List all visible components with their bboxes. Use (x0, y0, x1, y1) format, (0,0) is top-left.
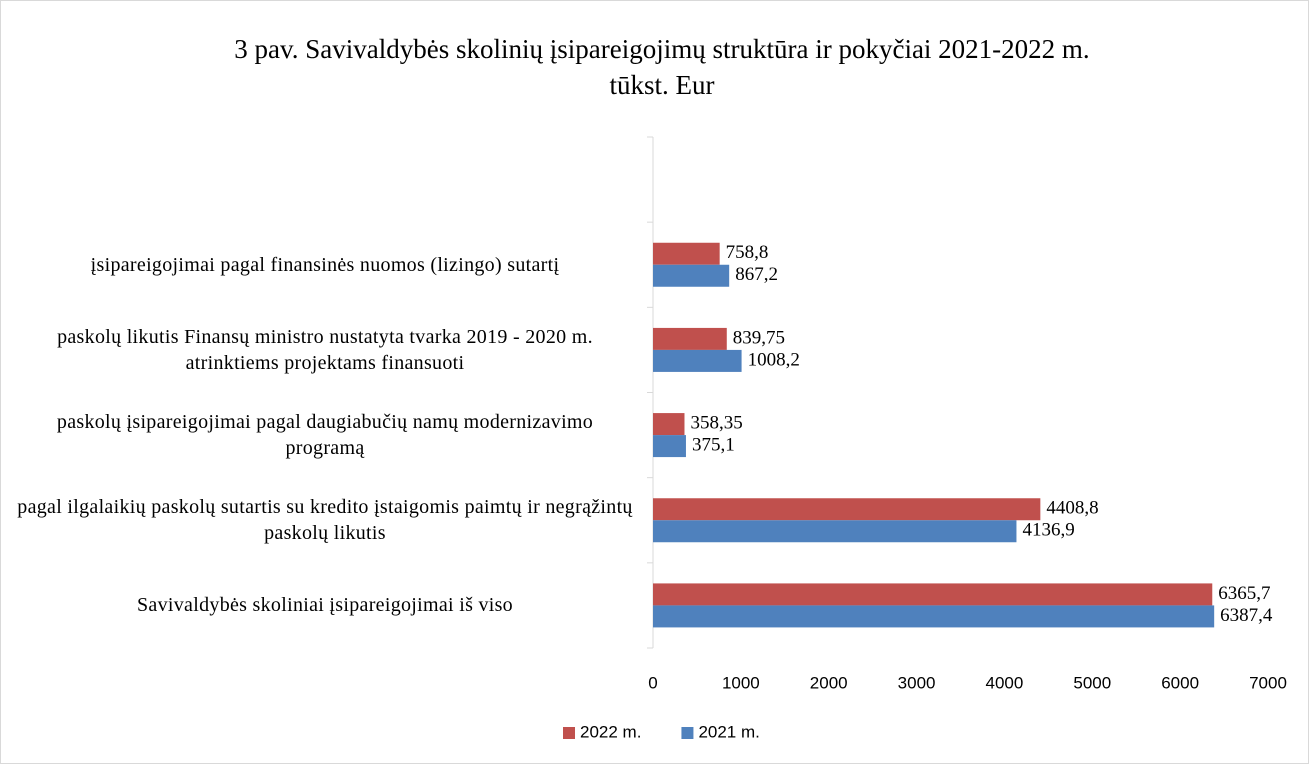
value-label: 867,2 (735, 264, 778, 285)
bar (653, 605, 1215, 628)
bar (653, 583, 1213, 606)
value-label: 358,35 (690, 412, 742, 433)
y-tick-label: Savivaldybės skoliniai įsipareigojimai i… (137, 594, 513, 617)
value-label: 839,75 (733, 327, 785, 348)
bar (653, 435, 686, 458)
x-tick-label: 0 (648, 673, 657, 692)
x-tick-label: 2000 (810, 673, 848, 692)
bar (653, 264, 730, 287)
value-label: 6387,4 (1220, 605, 1273, 626)
chart-title: 3 pav. Savivaldybės skolinių įsipareigoj… (234, 34, 1089, 64)
value-label: 4136,9 (1022, 520, 1074, 541)
y-tick-label: paskolų įsipareigojimai pagal daugiabuči… (56, 411, 594, 460)
x-tick-label: 6000 (1161, 673, 1199, 692)
bar (653, 327, 727, 350)
y-tick-label: paskolų likutis Finansų ministro nustaty… (57, 325, 593, 374)
bar (653, 413, 685, 436)
value-label: 758,8 (726, 242, 769, 263)
x-tick-label: 4000 (986, 673, 1024, 692)
x-tick-label: 5000 (1073, 673, 1111, 692)
bar (653, 242, 720, 265)
chart-subtitle: tūkst. Eur (610, 70, 715, 100)
value-label: 1008,2 (748, 349, 800, 370)
x-tick-label: 7000 (1249, 673, 1287, 692)
legend-swatch (563, 727, 575, 739)
value-label: 375,1 (692, 434, 735, 455)
bar (653, 498, 1041, 521)
y-tick-label: pagal ilgalaikių paskolų sutartis su kre… (17, 496, 633, 545)
value-label: 4408,8 (1046, 498, 1098, 519)
legend-label: 2022 m. (580, 722, 641, 741)
legend-swatch (681, 727, 694, 739)
x-tick-label: 1000 (722, 673, 760, 692)
legend-label: 2021 m. (698, 722, 759, 741)
x-tick-label: 3000 (898, 673, 936, 692)
bar (653, 520, 1017, 543)
value-label: 6365,7 (1218, 583, 1270, 604)
bar (653, 349, 742, 372)
y-tick-label: įsipareigojimai pagal finansinės nuomos … (90, 253, 560, 276)
